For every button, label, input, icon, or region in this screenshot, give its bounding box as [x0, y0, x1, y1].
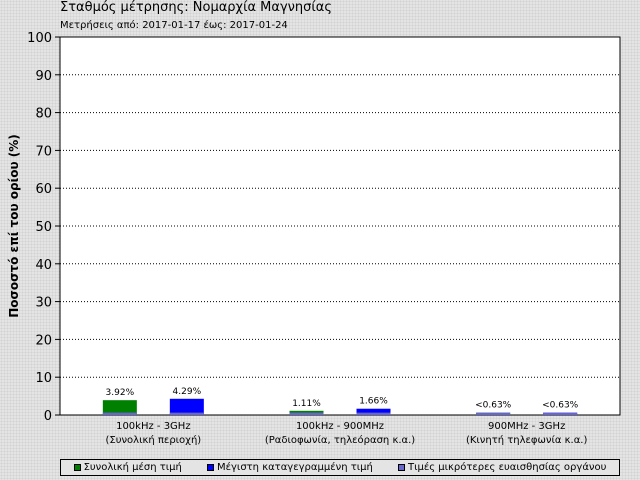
- x-tick-label: 100kHz - 3GHz: [116, 421, 191, 432]
- x-tick-sublabel: (Ραδιοφωνία, τηλεόραση κ.α.): [265, 434, 415, 446]
- legend-swatch-mean: [73, 464, 81, 471]
- bar: [356, 408, 391, 415]
- y-tick-label: 0: [44, 409, 52, 424]
- bar: [102, 400, 137, 415]
- bar-value-label: 3.92%: [106, 388, 135, 398]
- y-tick-label: 60: [35, 182, 52, 197]
- bar-value-label: <0.63%: [475, 401, 512, 411]
- legend-label-max: Μέγιστη καταγεγραμμένη τιμή: [216, 462, 373, 473]
- y-tick-label: 80: [35, 107, 52, 122]
- legend: Συνολική μέση τιμή Μέγιστη καταγεγραμμέν…: [60, 459, 620, 476]
- bar-value-label: 4.29%: [173, 387, 202, 397]
- bar-value-label: <0.63%: [542, 401, 579, 411]
- y-tick-label: 100: [27, 31, 52, 46]
- legend-item-sensitivity: Τιμές μικρότερες ευαισθησίας οργάνου: [397, 462, 607, 473]
- y-tick-label: 20: [35, 333, 52, 348]
- chart-subtitle: Μετρήσεις από: 2017-01-17 έως: 2017-01-2…: [60, 20, 288, 31]
- sensitivity-bar: [476, 412, 511, 415]
- x-tick-sublabel: (Συνολική περιοχή): [105, 434, 201, 446]
- sensitivity-bar: [169, 412, 204, 415]
- y-axis: 0 10 20 30 40 50 60 70 80 90 100: [27, 31, 60, 424]
- legend-swatch-sensitivity: [397, 464, 405, 471]
- x-tick-sublabel: (Κινητή τηλεφωνία κ.α.): [466, 434, 588, 446]
- x-tick-label: 900MHz - 3GHz: [488, 421, 565, 432]
- chart-title: Σταθμός μέτρησης: Νομαρχία Μαγνησίας: [60, 0, 332, 15]
- legend-item-mean: Συνολική μέση τιμή: [73, 462, 182, 473]
- y-tick-label: 90: [35, 69, 52, 84]
- legend-label-sensitivity: Τιμές μικρότερες ευαισθησίας οργάνου: [407, 462, 607, 473]
- legend-item-max: Μέγιστη καταγεγραμμένη τιμή: [206, 462, 373, 473]
- sensitivity-bar: [356, 412, 391, 415]
- bar: [169, 398, 204, 415]
- legend-label-mean: Συνολική μέση τιμή: [83, 462, 182, 473]
- bar-value-label: 1.66%: [359, 397, 388, 407]
- y-axis-label: Ποσοστό επί του ορίου (%): [7, 134, 21, 318]
- bar-value-label: 1.11%: [292, 399, 321, 409]
- y-tick-label: 40: [35, 258, 52, 273]
- y-tick-label: 50: [35, 220, 52, 235]
- y-tick-label: 70: [35, 144, 52, 159]
- x-axis: 100kHz - 3GHz (Συνολική περιοχή) 100kHz - …: [105, 421, 587, 446]
- grid-lines: [60, 74, 620, 378]
- sensitivity-bar: [102, 412, 137, 415]
- y-tick-label: 30: [35, 296, 52, 311]
- x-tick-label: 100kHz - 900MHz: [296, 421, 384, 432]
- sensitivity-bar: [289, 412, 324, 415]
- y-tick-label: 10: [35, 371, 52, 386]
- bar-chart: 0 10 20 30 40 50 60 70 80 90 100 3.92% 4.29% 1.11% 1.…: [7, 31, 621, 446]
- sensitivity-bar: [543, 412, 578, 415]
- legend-swatch-max: [206, 464, 214, 471]
- bars: 3.92% 4.29% 1.11% 1.66% <0.63% <0.63%: [102, 387, 579, 415]
